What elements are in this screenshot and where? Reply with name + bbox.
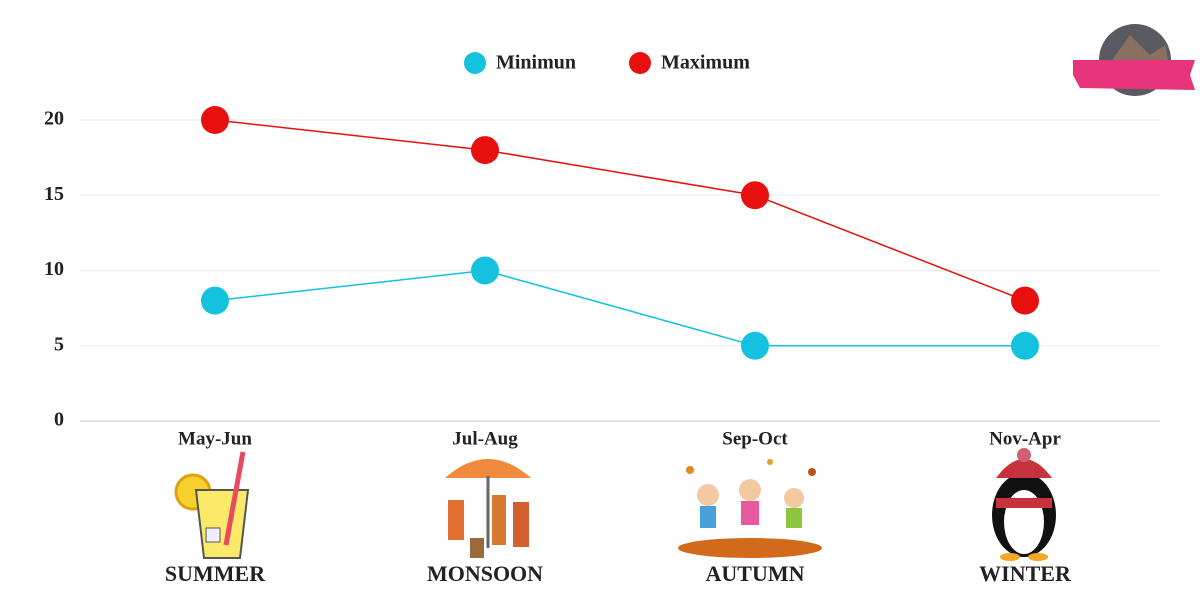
series-line bbox=[214, 119, 1026, 302]
autumn-icon bbox=[678, 459, 822, 558]
winter-icon bbox=[992, 448, 1056, 561]
y-tick-label: 0 bbox=[54, 409, 64, 431]
y-tick-label: 5 bbox=[54, 333, 64, 355]
series-line bbox=[214, 269, 1025, 347]
x-tick-label: Sep-Oct bbox=[722, 428, 788, 449]
season-label: WINTER bbox=[979, 561, 1072, 586]
x-tick-label: Nov-Apr bbox=[989, 428, 1061, 449]
season-label: SUMMER bbox=[165, 561, 266, 586]
legend-label: Maximum bbox=[661, 52, 750, 74]
data-point bbox=[1011, 331, 1039, 360]
season-label: AUTUMN bbox=[706, 561, 805, 586]
data-point bbox=[1011, 286, 1039, 315]
y-tick-label: 10 bbox=[44, 258, 64, 280]
data-point bbox=[471, 136, 499, 165]
season-icons bbox=[174, 448, 1056, 561]
data-point bbox=[471, 256, 499, 285]
y-tick-label: 20 bbox=[44, 108, 64, 130]
lemonade-icon bbox=[174, 451, 250, 559]
monsoon-icon bbox=[445, 459, 531, 558]
logo bbox=[1073, 24, 1195, 96]
data-point bbox=[201, 286, 229, 315]
x-tick-label: Jul-Aug bbox=[452, 428, 518, 449]
legend-label: Minimun bbox=[496, 52, 576, 74]
season-label: MONSOON bbox=[427, 561, 543, 586]
data-point bbox=[741, 181, 769, 210]
legend-marker bbox=[629, 52, 651, 74]
y-tick-label: 15 bbox=[44, 183, 64, 205]
data-point bbox=[201, 106, 229, 134]
data-point bbox=[741, 331, 769, 360]
x-tick-label: May-Jun bbox=[178, 428, 252, 449]
legend-marker bbox=[464, 52, 486, 74]
